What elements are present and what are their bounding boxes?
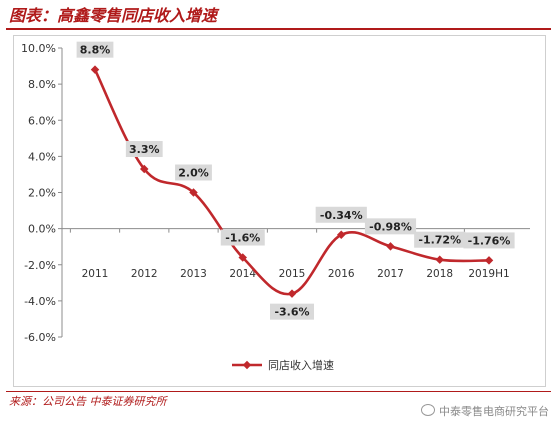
data-point	[435, 255, 444, 264]
y-tick-label: -2.0%	[24, 259, 56, 272]
chart-title: 图表：高鑫零售同店收入增速	[9, 6, 218, 25]
data-label: -1.76%	[468, 234, 511, 247]
x-tick-labels: 2011 2012 2013 2014 2015 2016 2017 2018 2019H1	[82, 268, 510, 280]
y-tick-label: 4.0%	[28, 150, 56, 163]
y-tick-label: 6.0%	[28, 114, 56, 127]
data-point	[140, 164, 149, 174]
x-tick-label: 2018	[426, 268, 453, 280]
y-tick-label: 8.0%	[28, 78, 56, 91]
wechat-icon	[421, 404, 435, 416]
data-label-box	[270, 303, 314, 320]
watermark: 中泰零售电商研究平台	[421, 403, 549, 419]
x-tick-label: 2014	[229, 268, 256, 280]
y-tick-label: -6.0%	[24, 331, 56, 344]
data-label-box	[414, 231, 466, 248]
x-tick-label: 2012	[131, 268, 158, 280]
legend-marker	[242, 360, 252, 370]
x-tick-label: 2016	[328, 268, 355, 280]
data-point	[238, 253, 247, 262]
series-line-同店收入增速	[93, 69, 490, 296]
data-label-box	[364, 218, 417, 235]
data-point	[337, 230, 346, 240]
data-point	[189, 188, 198, 197]
data-label: -0.34%	[320, 209, 363, 222]
chart-frame	[13, 35, 546, 387]
data-point	[386, 242, 395, 251]
source-divider	[6, 391, 551, 392]
data-label: -3.6%	[274, 306, 309, 319]
y-tick-label: 10.0%	[21, 42, 56, 55]
chart-axes	[58, 47, 530, 338]
y-tick-label: -4.0%	[24, 295, 56, 308]
x-tick-label: 2013	[180, 268, 207, 280]
data-label: -1.72%	[418, 234, 461, 247]
data-label-box	[175, 164, 212, 181]
data-label-box	[125, 141, 163, 158]
legend-label: 同店收入增速	[268, 358, 334, 372]
x-tick-label: 2015	[279, 268, 306, 280]
data-label: 8.8%	[80, 44, 111, 57]
data-markers	[90, 65, 494, 298]
watermark-text: 中泰零售电商研究平台	[439, 405, 549, 418]
y-tick-label: 0.0%	[28, 223, 56, 236]
x-tick-label: 2019H1	[468, 268, 509, 280]
data-label-box	[76, 41, 114, 58]
y-tick-labels: 10.0% 8.0% 6.0% 4.0% 2.0% 0.0% -2.0% -4.0% -6.0%	[21, 42, 56, 344]
data-point	[484, 256, 494, 265]
data-label: 2.0%	[178, 167, 209, 180]
data-label: -1.6%	[225, 232, 260, 245]
x-tick-label: 2011	[82, 268, 109, 280]
data-point	[287, 289, 297, 298]
data-label: 3.3%	[129, 143, 160, 156]
y-tick-label: 2.0%	[28, 187, 56, 200]
data-labels: 8.8% 3.3% 2.0% -1.6% -3.6% -0.34% -0.98% -1.72%…	[76, 41, 515, 320]
x-tick-label: 2017	[377, 268, 404, 280]
title-divider	[6, 28, 551, 30]
data-label-box	[463, 232, 515, 249]
data-label: -0.98%	[369, 220, 412, 233]
data-label-box	[315, 206, 367, 223]
data-label-box	[220, 229, 265, 246]
data-point	[90, 65, 100, 74]
legend: 同店收入增速	[232, 358, 334, 372]
source-note: 来源：公司公告 中泰证券研究所	[9, 395, 167, 408]
